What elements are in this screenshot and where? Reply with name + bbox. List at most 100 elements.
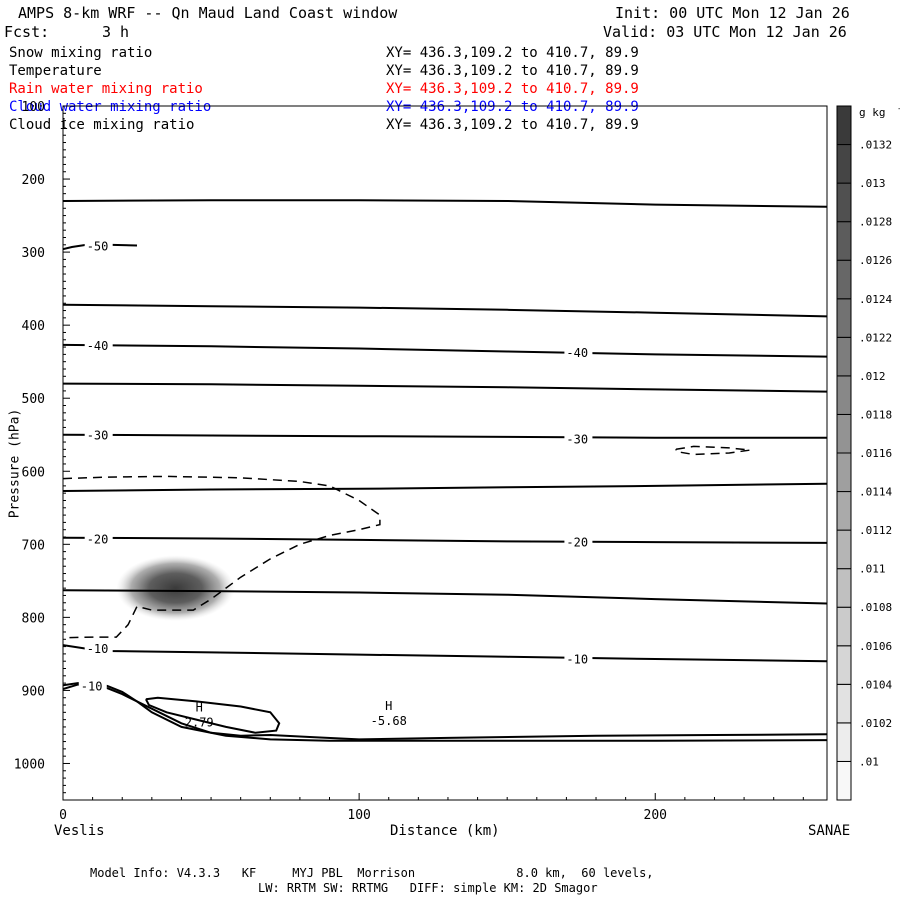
variable-name: Temperature xyxy=(9,63,102,79)
colorbar-segment xyxy=(836,760,852,801)
colorbar-segment xyxy=(836,452,852,493)
colorbar-label: .0118 xyxy=(859,408,892,421)
high-marker: H xyxy=(196,701,203,715)
chart-title: AMPS 8-km WRF -- Qn Maud Land Coast wind… xyxy=(18,4,398,22)
colorbar-segment xyxy=(836,491,852,531)
y-tick-label: 900 xyxy=(22,684,45,699)
variable-coordinates: XY= 436.3,109.2 to 410.7, 89.9 xyxy=(386,99,639,115)
contour-label-background xyxy=(84,641,113,656)
colorbar-label: .01 xyxy=(859,755,879,768)
temperature-contour xyxy=(63,482,827,492)
colorbar-unit-exponent: -1 xyxy=(897,104,900,113)
x-endpoint-left: Veslis xyxy=(54,823,105,839)
colorbar-label: .0108 xyxy=(859,601,892,614)
contour-label: -30 xyxy=(87,429,109,443)
contour-label: -20 xyxy=(87,532,109,546)
contour-label-background xyxy=(78,678,107,693)
colorbar-label: .0114 xyxy=(859,486,892,499)
colorbar-segment xyxy=(836,298,852,338)
dashed-mixing-ratio-contour xyxy=(63,475,381,639)
temperature-contour xyxy=(63,303,827,318)
init-time: Init: 00 UTC Mon 12 Jan 26 xyxy=(615,4,850,22)
colorbar-label: .0124 xyxy=(859,293,892,306)
colorbar-label: .013 xyxy=(859,177,886,190)
temperature-contour xyxy=(63,589,827,605)
plot-frame xyxy=(62,105,828,801)
colorbar-label: .0132 xyxy=(859,139,892,152)
variable-coordinates: XY= 436.3,109.2 to 410.7, 89.9 xyxy=(386,63,639,79)
variable-coordinates: XY= 436.3,109.2 to 410.7, 89.9 xyxy=(386,45,639,61)
contour-label-background xyxy=(84,427,113,442)
contour-label: -50 xyxy=(87,240,109,254)
contour-label: -40 xyxy=(87,339,109,353)
colorbar-label: .0128 xyxy=(859,216,892,229)
colorbar-segment xyxy=(836,645,852,685)
x-tick-label: 0 xyxy=(59,808,67,823)
colorbar-segment xyxy=(836,221,852,261)
high-value: -5.68 xyxy=(371,714,407,728)
temperature-contour xyxy=(63,382,827,393)
contour-label-background xyxy=(84,531,113,546)
colorbar-segment xyxy=(836,375,852,415)
colorbar-segment xyxy=(836,529,852,570)
contour-label: -40 xyxy=(566,346,588,360)
colorbar-segment xyxy=(836,606,852,647)
y-tick-label: 300 xyxy=(22,246,45,261)
variable-coordinates: XY= 436.3,109.2 to 410.7, 89.9 xyxy=(386,81,639,97)
colorbar-segment xyxy=(836,568,852,608)
colorbar-segment xyxy=(836,144,852,184)
contour-label: -30 xyxy=(566,432,588,446)
x-tick-label: 100 xyxy=(347,808,370,823)
contour-label: -10 xyxy=(566,652,588,666)
colorbar-label: .0112 xyxy=(859,524,892,537)
mixing-ratio-shading xyxy=(116,555,235,622)
contour-label-background xyxy=(564,431,593,446)
temperature-contour xyxy=(63,682,827,742)
y-tick-label: 800 xyxy=(22,611,45,626)
variable-name: Rain water mixing ratio xyxy=(9,81,203,97)
dashed-mixing-ratio-contour xyxy=(675,445,751,456)
model-info-line-1: Model Info: V4.3.3 KF MYJ PBL Morrison 8… xyxy=(90,866,654,880)
temperature-contour xyxy=(63,683,827,741)
y-axis-label: Pressure (hPa) xyxy=(7,408,23,519)
temperature-contour xyxy=(63,536,827,544)
contour-label: -10 xyxy=(81,679,103,693)
colorbar-label: .0122 xyxy=(859,331,892,344)
temperature-contour xyxy=(63,343,827,358)
forecast-label: Fcst: xyxy=(4,23,50,41)
closed-temperature-contour xyxy=(145,696,281,734)
colorbar-label: .012 xyxy=(859,370,886,383)
colorbar-segment xyxy=(836,683,852,724)
y-tick-label: 400 xyxy=(22,319,45,334)
temperature-contour xyxy=(63,199,827,208)
x-endpoint-right: SANAE xyxy=(808,823,851,839)
valid-time: Valid: 03 UTC Mon 12 Jan 26 xyxy=(603,23,847,41)
colorbar-segment xyxy=(836,259,852,300)
contour-label: -20 xyxy=(566,535,588,549)
colorbar-label: .0104 xyxy=(859,678,892,691)
temperature-contour xyxy=(63,433,827,439)
colorbar-segment xyxy=(836,182,852,223)
colorbar-label: .0126 xyxy=(859,254,892,267)
model-info-line-2: LW: RRTM SW: RRTMG DIFF: simple KM: 2D S… xyxy=(258,881,598,895)
x-axis-label: Distance (km) xyxy=(390,823,500,839)
contour-label-background xyxy=(564,534,593,549)
colorbar-label: .011 xyxy=(859,563,886,576)
forecast-hour: 3 h xyxy=(102,23,130,41)
y-tick-label: 200 xyxy=(22,173,45,188)
colorbar-label: .0102 xyxy=(859,717,892,730)
contour-label-background xyxy=(84,238,113,253)
colorbar-unit: g kg xyxy=(859,106,886,119)
y-tick-label: 700 xyxy=(22,538,45,553)
y-tick-label: 100 xyxy=(22,100,45,115)
x-tick-label: 200 xyxy=(644,808,667,823)
colorbar-segment xyxy=(836,105,852,146)
y-tick-label: 500 xyxy=(22,392,45,407)
contour-label: -10 xyxy=(87,642,109,656)
y-tick-label: 600 xyxy=(22,465,45,480)
high-marker: H xyxy=(385,699,392,713)
colorbar-segment xyxy=(836,413,852,454)
colorbar-segment xyxy=(836,336,852,377)
contour-label-background xyxy=(84,337,113,352)
